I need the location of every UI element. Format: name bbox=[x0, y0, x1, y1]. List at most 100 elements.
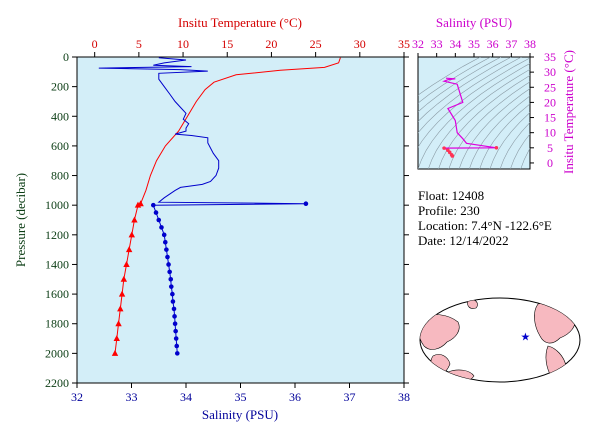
temperature-tick-label: 20 bbox=[265, 37, 277, 51]
salinity-point bbox=[173, 328, 178, 334]
salinity-tick-label: 34 bbox=[180, 390, 192, 404]
pressure-axis-title: Pressure (decibar) bbox=[13, 173, 28, 267]
density-isoline bbox=[448, 81, 530, 169]
salinity-point bbox=[168, 276, 174, 282]
salinity-point bbox=[167, 269, 172, 275]
ts-temperature-tick-label: 20 bbox=[544, 95, 556, 109]
salinity-point bbox=[156, 217, 162, 223]
float-location-marker: ★ bbox=[520, 332, 530, 344]
salinity-point bbox=[174, 351, 180, 356]
temperature-tick-label: 10 bbox=[177, 37, 189, 51]
salinity-point bbox=[172, 321, 178, 327]
salinity-point bbox=[170, 291, 175, 297]
salinity-point bbox=[151, 202, 156, 208]
density-isoline bbox=[510, 133, 530, 169]
temperature-tick-label: 30 bbox=[354, 37, 366, 51]
ts-salinity-axis: 32 33 34 35 36 37 38 bbox=[412, 37, 536, 57]
ts-temperature-tick-label: 10 bbox=[544, 126, 556, 140]
pressure-axis: 0 200 400 600 800 1000 1200 1400 1600 1800 2000 220… bbox=[45, 50, 77, 390]
pressure-tick-label: 200 bbox=[51, 80, 69, 94]
salinity-point bbox=[159, 225, 164, 230]
salinity-axis-title: Salinity (PSU) bbox=[202, 407, 278, 422]
salinity-point bbox=[161, 232, 167, 238]
temperature-tick-label: 25 bbox=[310, 37, 322, 51]
pressure-tick-label: 1200 bbox=[45, 228, 69, 242]
ts-salinity-tick-label: 38 bbox=[524, 37, 536, 51]
density-isoline bbox=[418, 57, 522, 134]
ts-point bbox=[447, 150, 452, 155]
ts-salinity-tick-label: 32 bbox=[412, 37, 424, 51]
temperature-tick-label: 0 bbox=[92, 37, 98, 51]
salinity-point bbox=[168, 284, 174, 289]
density-isoline bbox=[418, 57, 530, 148]
ts-temperature-tick-label: 0 bbox=[547, 156, 553, 170]
temperature-point bbox=[118, 290, 126, 297]
salinity-tick-label: 33 bbox=[126, 390, 138, 404]
pressure-tick-label: 600 bbox=[51, 139, 69, 153]
ts-temperature-tick-label: 25 bbox=[544, 80, 556, 94]
ts-temperature-tick-label: 15 bbox=[544, 111, 556, 125]
ts-salinity-title: Salinity (PSU) bbox=[436, 15, 512, 30]
temperature-tick-label: 5 bbox=[136, 37, 142, 51]
temperature-tick-label: 15 bbox=[221, 37, 233, 51]
temperature-axis: 0 5 10 15 20 25 30 35 bbox=[92, 37, 410, 57]
salinity-point bbox=[173, 336, 179, 341]
salinity-profile bbox=[98, 57, 309, 356]
salinity-tick-label: 36 bbox=[289, 390, 301, 404]
ts-temperature-tick-label: 35 bbox=[544, 50, 556, 64]
temperature-profile bbox=[111, 57, 341, 356]
temperature-point bbox=[125, 246, 133, 253]
pressure-tick-label: 800 bbox=[51, 169, 69, 183]
salinity-tick-label: 32 bbox=[71, 390, 83, 404]
density-isoline bbox=[418, 57, 481, 96]
density-isoline bbox=[418, 57, 502, 113]
profile-plot-area bbox=[76, 56, 405, 384]
salinity-tick-label: 35 bbox=[235, 390, 247, 404]
pressure-tick-label: 2200 bbox=[45, 376, 69, 390]
density-isoline bbox=[499, 121, 530, 169]
salinity-point bbox=[165, 254, 170, 260]
density-isoline bbox=[428, 68, 530, 169]
ts-point bbox=[442, 146, 446, 150]
temperature-point bbox=[117, 305, 124, 312]
pressure-tick-label: 1800 bbox=[45, 317, 69, 331]
salinity-point bbox=[162, 239, 168, 245]
ts-salinity-tick-label: 33 bbox=[431, 37, 443, 51]
temperature-point bbox=[120, 275, 128, 282]
salinity-point bbox=[303, 201, 309, 206]
temperature-point bbox=[115, 320, 122, 327]
salinity-point bbox=[166, 262, 171, 267]
temperature-tick-label: 35 bbox=[398, 37, 410, 51]
ts-salinity-tick-label: 35 bbox=[468, 37, 480, 51]
pressure-tick-label: 1000 bbox=[45, 198, 69, 212]
density-isoline bbox=[418, 63, 530, 169]
temperature-point bbox=[134, 201, 142, 208]
salinity-tick-label: 37 bbox=[344, 390, 356, 404]
density-isoline bbox=[489, 112, 530, 169]
location-map: ★ bbox=[419, 297, 581, 383]
ts-salinity-tick-label: 34 bbox=[449, 37, 461, 51]
date-line: Date: 12/14/2022 bbox=[418, 233, 509, 248]
pressure-axis-right bbox=[404, 56, 409, 384]
ts-temperature-tick-label: 30 bbox=[544, 65, 556, 79]
salinity-axis: 32 33 34 35 36 37 38 bbox=[71, 383, 410, 404]
density-isoline bbox=[469, 95, 530, 169]
salinity-point bbox=[174, 343, 180, 349]
pressure-tick-label: 400 bbox=[51, 109, 69, 123]
pressure-tick-label: 1400 bbox=[45, 257, 69, 271]
density-isoline bbox=[520, 148, 530, 169]
temperature-point bbox=[131, 216, 138, 223]
float-id-line: Float: 12408 bbox=[418, 188, 485, 203]
ts-salinity-tick-label: 36 bbox=[487, 37, 499, 51]
density-isoline bbox=[418, 57, 491, 104]
density-isoline bbox=[418, 57, 512, 122]
pressure-tick-label: 0 bbox=[63, 50, 69, 64]
ts-temperature-tick-label: 5 bbox=[547, 141, 553, 155]
salinity-point bbox=[170, 299, 176, 304]
pressure-tick-label: 1600 bbox=[45, 287, 69, 301]
ts-salinity-tick-label: 37 bbox=[505, 37, 517, 51]
profile-chart: 0 5 10 15 20 25 30 35 32 33 34 35 36 37 38 0 200 400 600… bbox=[13, 15, 410, 422]
salinity-point bbox=[164, 247, 169, 252]
